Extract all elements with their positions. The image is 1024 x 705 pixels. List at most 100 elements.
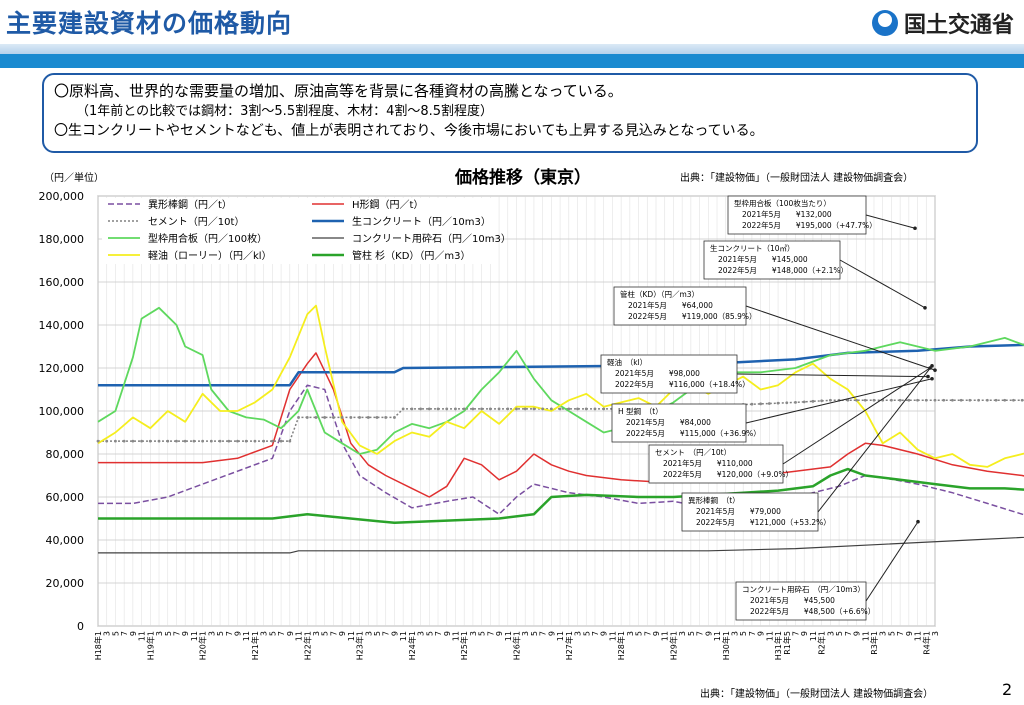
legend-label-3: 生コンクリート（円／10m3） (352, 215, 491, 228)
x-tick-label: 5 (835, 631, 844, 636)
cement-marker (872, 398, 876, 402)
cement-marker (558, 407, 562, 411)
cement-marker (305, 416, 309, 419)
cement-marker (279, 439, 283, 443)
y-tick-label: 100,000 (39, 405, 85, 418)
x-tick-label: R1年5 (782, 631, 792, 655)
x-tick-label: 5 (111, 631, 120, 636)
legend-label-4: コンクリート用砕石（円／10m3） (352, 233, 511, 245)
x-tick-label: 7 (748, 631, 757, 636)
y-tick-label: 0 (77, 620, 84, 633)
annotation-box (600, 354, 738, 394)
x-tick-label: 3 (103, 631, 112, 636)
source-note-bottom: 出典：「建設物価」（一般財団法人 建設物価調査会） (700, 689, 934, 700)
annotation-title: 管柱（KD）（円／m3） (620, 289, 699, 299)
x-tick-label: R4年1 (921, 631, 931, 655)
annotation-box (613, 286, 747, 326)
annotation-arrowhead (923, 306, 927, 310)
cement-marker (358, 416, 361, 419)
cement-marker (890, 398, 893, 402)
y-tick-label: 20,000 (46, 577, 85, 590)
annotation-value-2022: 2022年5月 ¥119,000（85.9%） (628, 311, 756, 321)
cement-marker (471, 407, 475, 411)
y-tick-label: 60,000 (46, 491, 85, 504)
annotation-value-2021: 2021年5月 ¥145,000 (718, 254, 808, 264)
cement-marker (933, 398, 937, 402)
cement-marker (1012, 398, 1015, 402)
x-tick-label: H22年1 (302, 631, 312, 660)
cement-marker (924, 398, 928, 402)
annotation-arrow (745, 305, 936, 371)
cement-marker (541, 407, 545, 411)
cement-marker (436, 407, 440, 411)
cement-marker (776, 401, 780, 405)
annotation-value-2022: 2022年5月 ¥115,000（+36.9%） (626, 428, 761, 438)
x-tick-label: H27年1 (564, 631, 574, 660)
cement-marker (959, 398, 963, 402)
cement-marker (192, 439, 196, 443)
x-tick-label: 9 (234, 631, 243, 636)
x-tick-label: H29年1 (668, 631, 678, 660)
cement-marker (288, 439, 292, 443)
cement-marker (759, 402, 763, 406)
header-band-light (0, 44, 1024, 54)
annotation-arrowhead (913, 226, 917, 231)
x-tick-label: 3 (730, 631, 739, 636)
cement-marker (549, 407, 553, 411)
cement-marker (393, 416, 396, 419)
cement-marker (767, 402, 771, 405)
y-tick-label: 140,000 (39, 319, 85, 332)
cement-marker (1003, 398, 1007, 402)
annotation-arrow (745, 378, 933, 424)
cement-marker (140, 439, 143, 443)
cement-marker (332, 416, 335, 419)
annotation-value-2022: 2022年5月 ¥148,000（+2.1%） (718, 265, 848, 275)
cement-marker (985, 398, 989, 402)
annotation-arrow (736, 373, 929, 378)
cement-marker (375, 416, 379, 419)
x-tick-label: 7 (277, 631, 286, 636)
summary-line-1: 〇原料高、世界的な需要量の増加、原油高等を背景に各種資材の高騰となっている。 (54, 82, 623, 100)
series-line-6 (97, 304, 1024, 468)
cement-marker (384, 416, 388, 419)
annotation-arrowhead (916, 519, 920, 524)
x-tick-label: 3 (931, 631, 940, 636)
x-tick-label: 9 (181, 631, 190, 636)
annotation-value-2022: 2022年5月 ¥48,500（+6.6%） (750, 606, 875, 616)
x-tick-label: 11 (347, 631, 356, 641)
cement-marker (183, 439, 187, 443)
page-title: 主要建設資材の価格動向 (6, 9, 293, 38)
x-tick-label: 9 (704, 631, 713, 636)
x-tick-label: 7 (434, 631, 443, 636)
x-tick-label: 7 (329, 631, 338, 636)
annotation-arrowhead (926, 374, 930, 379)
x-tick-label: 9 (853, 631, 862, 636)
annotation-box (735, 581, 867, 621)
cement-marker (576, 407, 579, 411)
x-tick-label: 11 (608, 631, 617, 641)
annotation-arrow (839, 259, 926, 309)
annotation-title: 異形棒鋼 （t） (688, 495, 740, 505)
annotation-value-2021: 2021年5月 ¥84,000 (626, 417, 711, 427)
x-tick-label: H20年1 (198, 631, 208, 660)
cement-marker (427, 407, 431, 411)
cement-marker (916, 398, 919, 402)
annotation-title: 軽油 （kl） (607, 357, 647, 367)
x-tick-label: 9 (652, 631, 661, 636)
cement-marker (445, 407, 449, 411)
x-tick-label: H24年1 (407, 631, 417, 660)
x-tick-label: 3 (626, 631, 635, 636)
x-tick-label: 3 (521, 631, 530, 636)
annotation-arrow (817, 365, 933, 513)
x-tick-label: 5 (582, 631, 591, 636)
x-tick-label: H23年1 (355, 631, 365, 660)
cement-marker (314, 416, 318, 419)
x-tick-label: 7 (844, 631, 853, 636)
annotation-value-2022: 2022年5月 ¥121,000（+53.2%） (696, 517, 831, 527)
x-tick-label: R2年1 (817, 631, 827, 655)
annotation-title: 生コンクリート（10㎥） (710, 243, 795, 253)
x-tick-label: 5 (635, 631, 644, 636)
legend-box (102, 198, 492, 264)
x-tick-label: 3 (155, 631, 164, 636)
annotation-value-2022: 2022年5月 ¥195,000（+47.7%） (742, 220, 877, 230)
